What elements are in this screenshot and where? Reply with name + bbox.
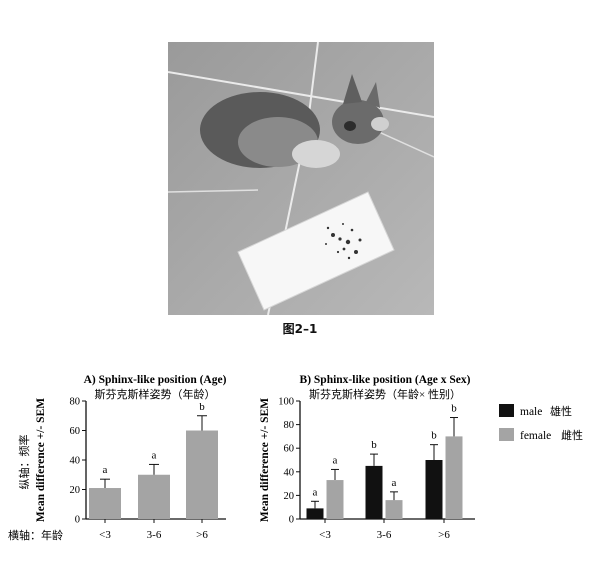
chart-b-title: B) Sphinx-like position (Age x Sex) <box>300 374 471 386</box>
chart-b-sig-letter: b <box>431 430 437 442</box>
chart-a-bar <box>89 488 121 519</box>
chart-b-y-tick-label: 80 <box>284 420 295 431</box>
cat-photo <box>168 42 434 315</box>
chart-b-bar-male <box>365 465 383 519</box>
chart-a-subtitle: 斯芬克斯样姿势（年龄） <box>95 387 216 401</box>
chart-b-sig-letter: a <box>392 477 397 489</box>
chart-b-y-tick-label: 100 <box>278 397 294 408</box>
chart-b-x-tick-label: >6 <box>438 529 450 541</box>
chart-b-y-label: Mean difference +/- SEM <box>259 398 271 522</box>
chart-b-bar-female <box>445 436 463 519</box>
chart-a-sig-letter: a <box>103 464 108 476</box>
chart-b-bar-female <box>385 500 403 519</box>
chart-a-title: A) Sphinx-like position (Age) <box>84 374 227 386</box>
chart-a-sig-letter: b <box>199 401 205 413</box>
chart-b-legend-label-male: male <box>520 406 542 418</box>
chart-b-y-tick-label: 20 <box>284 491 295 502</box>
chart-a-y-label: Mean difference +/- SEM <box>35 398 47 522</box>
chart-b-subtitle: 斯芬克斯样姿势（年龄× 性别） <box>309 387 461 401</box>
figure-caption: 图2–1 <box>282 322 318 336</box>
chart-b-legend-label-cn-male: 雄性 <box>550 404 572 418</box>
chart-b-legend-swatch-male <box>499 404 514 417</box>
chart-a-bar <box>186 430 218 519</box>
chart-a-sig-letter: a <box>152 449 157 461</box>
chart-a-x-tick-label: <3 <box>99 529 111 541</box>
chart-b-legend-label-female: female <box>520 430 551 442</box>
chart-b-bar-male <box>425 460 443 519</box>
chart-b-x-tick-label: 3-6 <box>377 529 392 541</box>
chart-a-y-label-cn: 纵轴：频率 <box>17 435 31 490</box>
chart-a-x-tick-label: 3-6 <box>147 529 162 541</box>
chart-b-x-tick-label: <3 <box>319 529 331 541</box>
chart-a-y-tick-label: 0 <box>75 515 80 526</box>
chart-b-sig-letter: a <box>333 454 338 466</box>
chart-b-sig-letter: b <box>371 439 377 451</box>
chart-b-y-tick-label: 60 <box>284 444 295 455</box>
chart-b-legend-swatch-female <box>499 428 514 441</box>
chart-b-sig-letter: a <box>313 486 318 498</box>
chart-a-y-tick-label: 20 <box>70 485 81 496</box>
chart-b-bar-female <box>326 480 344 519</box>
chart-b-legend-label-cn-female: 雌性 <box>561 428 583 442</box>
chart-a-x-label-cn: 横轴：年龄 <box>8 528 63 542</box>
chart-a-y-tick-label: 40 <box>70 456 81 467</box>
chart-a-x-tick-label: >6 <box>196 529 208 541</box>
chart-a-y-tick-label: 60 <box>70 426 81 437</box>
chart-b-bar-male <box>306 508 324 519</box>
chart-a-bar <box>138 474 170 519</box>
chart-a-y-tick-label: 80 <box>70 397 81 408</box>
chart-b-sig-letter: b <box>451 403 457 415</box>
chart-b-y-tick-label: 0 <box>289 515 294 526</box>
chart-b-y-tick-label: 40 <box>284 467 295 478</box>
